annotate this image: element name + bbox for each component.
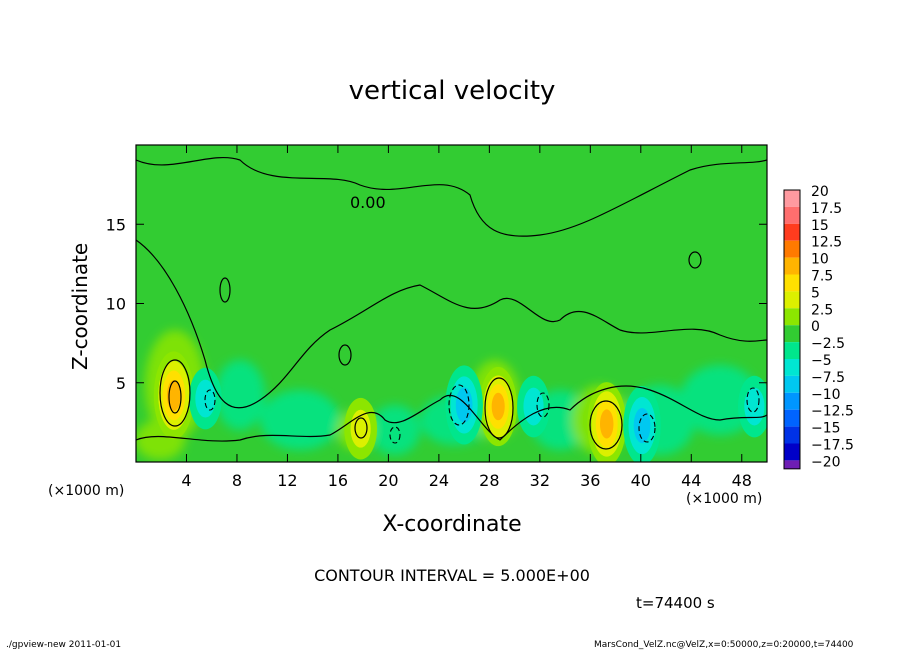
colorbar-label: 15 (811, 218, 829, 234)
colorbar-label: 0 (811, 319, 820, 335)
colorbar-swatch (784, 223, 800, 241)
contour-label: 0.00 (350, 193, 386, 212)
colorbar-label: 20 (811, 184, 829, 200)
colorbar-swatch (784, 308, 800, 326)
contour-interval: CONTOUR INTERVAL = 5.000E+00 (314, 566, 590, 585)
colorbar-label: −17.5 (811, 438, 854, 454)
features-layer (153, 351, 767, 462)
colorbar-swatch (784, 206, 800, 224)
x-tick-label: 20 (378, 471, 398, 490)
x-tick-label: 40 (631, 471, 651, 490)
x-tick-label: 8 (232, 471, 242, 490)
colorbar-label: −7.5 (811, 370, 845, 386)
x-tick-label: 12 (277, 471, 297, 490)
colorbar-swatch (784, 240, 800, 258)
x-tick-label: 44 (681, 471, 701, 490)
colorbar-label: 10 (811, 252, 829, 268)
colorbar-swatch (784, 325, 800, 343)
x-tick-label: 16 (328, 471, 348, 490)
x-tick-label: 24 (429, 471, 449, 490)
y-ticks: 5 10 15 (106, 215, 767, 393)
colorbar-swatch (784, 443, 800, 461)
colorbar: 2017.51512.5107.552.50−2.5−5−7.5−10−12.5… (783, 184, 854, 470)
colorbar-swatch (784, 274, 800, 292)
colorbar-swatch (784, 409, 800, 427)
colorbar-swatch (784, 291, 800, 309)
colorbar-swatch (784, 392, 800, 410)
y-tick-label: 5 (116, 374, 126, 393)
x-ticks: 4 8 12 16 20 24 28 32 36 40 44 48 (181, 145, 752, 490)
colorbar-swatch (784, 375, 800, 393)
downdraft-cell (523, 387, 544, 426)
colorbar-label: 17.5 (811, 201, 842, 217)
colorbar-label: 12.5 (811, 235, 842, 251)
colorbar-label: 7.5 (811, 269, 833, 285)
x-tick-label: 28 (479, 471, 499, 490)
chart-title: vertical velocity (348, 76, 556, 106)
x-tick-label: 36 (580, 471, 600, 490)
colorbar-label: −10 (811, 387, 841, 403)
colorbar-frame (783, 189, 801, 470)
negative-contours (204, 384, 760, 444)
downdraft-cell (744, 387, 765, 426)
contour-lines (136, 156, 767, 450)
footer-left: ./gpview-new 2011-01-01 (6, 640, 122, 650)
colorbar-label: −12.5 (811, 404, 854, 420)
colorbar-swatch (784, 359, 800, 376)
downdraft-cell (633, 407, 651, 444)
colorbar-swatch (784, 257, 800, 275)
x-tick-label: 48 (732, 471, 752, 490)
colorbar-swatch (784, 460, 800, 469)
colorbar-swatch (784, 426, 800, 444)
colorbar-swatch (784, 190, 800, 207)
colorbar-label: −2.5 (811, 336, 845, 352)
colorbar-label: 5 (811, 285, 820, 301)
updraft-cell (491, 392, 505, 421)
updraft-cell (599, 409, 614, 439)
colorbar-label: 2.5 (811, 302, 833, 318)
footer-right: MarsCond_VelZ.nc@VelZ,x=0:50000,z=0:2000… (594, 640, 854, 650)
x-unit-right: (×1000 m) (686, 491, 763, 507)
x-tick-label: 4 (181, 471, 191, 490)
x-axis-label: X-coordinate (382, 512, 522, 537)
x-unit-left: (×1000 m) (48, 483, 125, 499)
downdraft-cell (455, 387, 473, 423)
colorbar-label: −15 (811, 421, 841, 437)
y-tick-label: 10 (106, 295, 126, 314)
y-tick-label: 15 (106, 215, 126, 234)
x-tick-label: 32 (530, 471, 550, 490)
colorbar-label: −20 (811, 454, 841, 470)
colorbar-swatch (784, 342, 800, 359)
colorbar-label: −5 (811, 353, 832, 369)
time-label: t=74400 s (636, 594, 715, 612)
